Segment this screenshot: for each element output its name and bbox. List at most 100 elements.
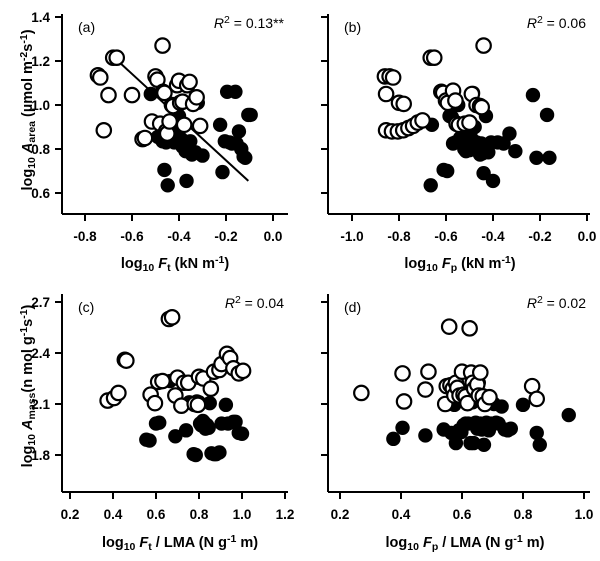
- panel-b-data: [376, 37, 557, 193]
- data-point-open: [123, 86, 141, 104]
- data-point-open: [395, 393, 413, 410]
- data-point-filled: [439, 163, 455, 179]
- data-point-open: [461, 114, 478, 131]
- data-point-filled: [212, 117, 228, 132]
- x-tick-label: -0.2: [214, 229, 237, 244]
- panel-a-data: [89, 37, 258, 193]
- y-tick-label: 2.7: [31, 295, 50, 310]
- panel-c-y-axis-title: log10 Amass(n mol g-1s-1): [18, 304, 38, 468]
- data-point-open: [191, 117, 209, 135]
- data-point-filled: [183, 134, 198, 149]
- data-point-open: [91, 69, 109, 86]
- x-tick-label: 1.2: [276, 507, 295, 522]
- panel-b-x-ticklabels: -1.0 -0.8 -0.6 -0.4 -0.2 0.0: [340, 229, 596, 244]
- data-point-open: [154, 372, 171, 390]
- panel-c-y-ticks: [55, 301, 62, 456]
- panel-b-x-axis-title: log10 Fp (kN m-1): [404, 254, 515, 274]
- panel-d: 0.2 0.4 0.6 0.8 1.0 (d) R2 = 0.02 log10 …: [300, 280, 600, 561]
- data-point-filled: [529, 150, 544, 165]
- panel-d-series-closed: [386, 375, 576, 452]
- x-tick-label: 0.6: [147, 507, 166, 522]
- x-tick-label: 1.0: [575, 507, 594, 522]
- data-point-filled: [188, 447, 203, 463]
- data-point-filled: [215, 164, 230, 180]
- data-point-open: [188, 89, 205, 106]
- panel-a-r2-value: 0.13: [246, 15, 273, 31]
- data-point-open: [420, 363, 437, 380]
- data-point-open: [146, 394, 164, 412]
- data-point-open: [475, 37, 492, 54]
- panel-d-r2-annotation: R2 = 0.02: [527, 294, 586, 311]
- data-point-open: [414, 112, 431, 129]
- panel-a-label: (a): [78, 19, 95, 35]
- panel-c-series-open: [99, 308, 252, 414]
- data-point-open: [173, 397, 190, 414]
- data-point-filled: [395, 420, 410, 435]
- panel-c-axes: [61, 294, 288, 493]
- panel-c-r2-annotation: R2 = 0.04: [225, 294, 284, 311]
- panel-c-label: (c): [78, 299, 94, 315]
- data-point-open: [394, 365, 411, 382]
- panel-b-y-ticks: [321, 16, 328, 194]
- data-point-filled: [234, 426, 250, 441]
- panel-a-x-ticklabels: -0.8 -0.6 -0.4 -0.2 0.0: [73, 229, 282, 244]
- data-point-filled: [218, 397, 234, 413]
- data-point-open: [425, 49, 443, 66]
- data-point-filled: [142, 433, 157, 448]
- x-tick-label: 0.2: [331, 507, 350, 522]
- panel-c-x-axis-title: log10 Ft / LMA (N g-1 m): [102, 533, 258, 553]
- y-tick-label: 1.4: [31, 10, 50, 25]
- data-point-open: [353, 384, 370, 402]
- data-point-open: [461, 320, 478, 337]
- data-point-open: [100, 86, 117, 104]
- x-tick-label: -0.8: [73, 229, 97, 244]
- data-point-filled: [202, 395, 217, 411]
- data-point-filled: [152, 415, 167, 430]
- panel-b-r2-value: 0.06: [559, 15, 586, 31]
- panel-c: 2.7 2.4 2.1 1.8 0.2 0.4 0.6 0.8 1.0 1.2 …: [0, 280, 320, 561]
- data-point-filled: [179, 173, 194, 189]
- data-point-open: [447, 92, 464, 109]
- x-tick-label: 0.6: [453, 507, 472, 522]
- panel-a-r2-annotation: R2 = 0.13**: [214, 14, 285, 31]
- y-tick-label: 2.4: [31, 346, 50, 361]
- panel-c-data: [99, 308, 252, 463]
- x-tick-label: -0.2: [528, 229, 551, 244]
- data-point-filled: [539, 107, 555, 123]
- panel-a-x-axis-title: log10 Ft (kN m-1): [121, 254, 230, 274]
- x-tick-label: -0.4: [167, 229, 191, 244]
- data-point-open: [163, 308, 181, 326]
- data-point-open: [118, 352, 135, 369]
- panel-a-axes: [61, 14, 288, 215]
- x-tick-label: 0.8: [514, 507, 533, 522]
- data-point-open: [156, 84, 173, 102]
- x-tick-label: 1.0: [233, 507, 252, 522]
- data-point-filled: [231, 124, 247, 139]
- data-point-filled: [561, 407, 576, 423]
- panel-a-y-ticklabels: 1.4 1.2 1.0 0.8 0.6: [31, 10, 50, 201]
- panel-a-canvas: 1.4 1.2 1.0 0.8 0.6 -0.8 -0.6 -0.4 -0.2 …: [31, 10, 288, 274]
- panel-a-series-open: [89, 37, 209, 148]
- panel-a: 1.4 1.2 1.0 0.8 0.6 -0.8 -0.6 -0.4 -0.2 …: [0, 0, 320, 280]
- data-point-open: [202, 380, 220, 397]
- data-point-filled: [542, 150, 557, 165]
- data-point-open: [95, 122, 113, 139]
- data-point-open: [189, 396, 207, 414]
- data-point-filled: [168, 429, 183, 444]
- panel-c-x-ticklabels: 0.2 0.4 0.6 0.8 1.0 1.2: [61, 507, 295, 522]
- panel-b-x-ticks: [351, 214, 588, 221]
- data-point-open: [472, 364, 489, 381]
- x-tick-label: 0.8: [190, 507, 209, 522]
- data-point-filled: [178, 423, 194, 438]
- data-point-filled: [494, 399, 509, 414]
- data-point-open: [161, 113, 178, 130]
- panel-d-y-ticks: [321, 301, 328, 456]
- x-tick-label: -0.6: [434, 229, 458, 244]
- data-point-open: [108, 49, 126, 66]
- data-point-filled: [212, 445, 227, 460]
- data-point-open: [181, 73, 198, 91]
- y-tick-label: 1.0: [31, 98, 50, 113]
- data-point-filled: [418, 428, 433, 443]
- panel-b: -1.0 -0.8 -0.6 -0.4 -0.2 0.0 (b) R2 = 0.…: [300, 0, 600, 280]
- panel-d-x-ticklabels: 0.2 0.4 0.6 0.8 1.0: [331, 507, 594, 522]
